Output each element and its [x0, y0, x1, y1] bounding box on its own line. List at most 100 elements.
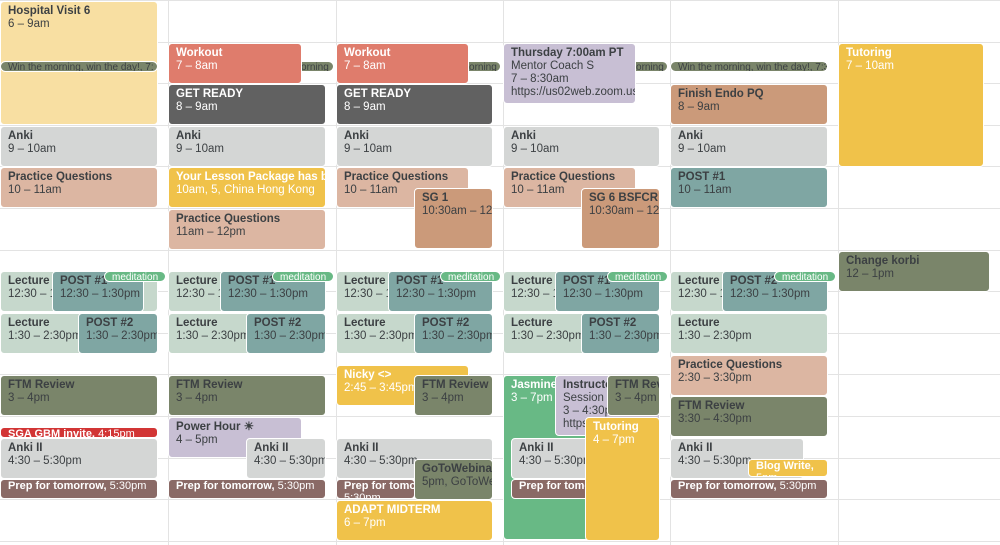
hour-gridline: [0, 83, 1000, 84]
calendar-event[interactable]: Lecture 1:30 – 2:30pm: [670, 313, 828, 354]
event-time: 10:30am – 12p: [589, 205, 660, 217]
event-title: Practice Questions: [678, 359, 783, 371]
event-time: 3 – 4pm: [176, 392, 218, 404]
event-time: 4:30 – 5:30pm: [519, 455, 593, 467]
event-time: 1:30 – 2:30pm: [511, 330, 585, 342]
event-time: 12:30 – 1:30pm: [396, 288, 476, 300]
calendar-event[interactable]: POST #2 1:30 – 2:30pm: [78, 313, 158, 354]
calendar-event[interactable]: GET READY 8 – 9am: [168, 84, 326, 125]
calendar-event[interactable]: Anki 9 – 10am: [670, 126, 828, 167]
calendar-event[interactable]: Tutoring 4 – 7pm: [585, 417, 660, 541]
event-time: 6 – 7pm: [344, 517, 386, 529]
event-title: Tutoring: [593, 421, 639, 433]
event-title: Instructor: [563, 379, 617, 391]
hour-gridline: [0, 42, 1000, 43]
calendar-event[interactable]: Finish Endo PQ 8 – 9am: [670, 84, 828, 125]
calendar-event[interactable]: SG 1 10:30am – 12p: [414, 188, 493, 249]
event-time: 2:45 – 3:45pm: [344, 382, 418, 394]
calendar-event[interactable]: meditation: [774, 271, 836, 282]
event-title: Anki: [678, 130, 703, 142]
calendar-event[interactable]: FTM Review 3 – 4pm: [168, 375, 326, 416]
event-time: 5pm, GoToWeb: [422, 476, 492, 488]
event-time: 1:30 – 2:30pm: [254, 330, 326, 342]
calendar-event[interactable]: Anki 9 – 10am: [503, 126, 660, 167]
calendar-event[interactable]: Prep for tomorrow, 5:30pm: [168, 479, 326, 499]
calendar-event[interactable]: Win the morning, win the day!, 7:: [0, 61, 158, 72]
calendar-event[interactable]: Prep for tomorrow, 5:30pm: [670, 479, 828, 499]
event-time: 4 – 7pm: [593, 434, 635, 446]
event-time: 3 – 4pm: [615, 392, 657, 404]
event-title: Practice Questions: [176, 213, 281, 225]
calendar-event[interactable]: GoToWebinar -5pm, GoToWeb: [414, 459, 493, 500]
calendar-event[interactable]: Your Lesson Package has been10am, 5, Chi…: [168, 167, 326, 208]
calendar-event[interactable]: POST #1 10 – 11am: [670, 167, 828, 208]
event-time: 12:30 – 1:30pm: [730, 288, 810, 300]
event-title: Prep for tomorrow,: [344, 480, 415, 492]
calendar-event[interactable]: SGA GBM invite, 4:15pm: [0, 427, 158, 438]
calendar-event[interactable]: Win the morning, win the day!, 7:3: [670, 61, 828, 72]
event-title: POST #1: [678, 171, 726, 183]
hour-gridline: [0, 291, 1000, 292]
calendar-event[interactable]: Anki II 4:30 – 5:30pm: [0, 438, 158, 479]
calendar-event[interactable]: Blog Write, 5pm: [748, 459, 828, 477]
event-time: 6 – 9am: [8, 18, 50, 30]
calendar-event[interactable]: FTM Revi3 – 4pm: [607, 375, 660, 416]
calendar-event[interactable]: meditation: [607, 271, 668, 282]
calendar-event[interactable]: Change korbi 12 – 1pm: [838, 251, 990, 292]
event-title: meditation: [615, 272, 662, 282]
calendar-event[interactable]: Practice Questions 11am – 12pm: [168, 209, 326, 250]
calendar-event[interactable]: SG 6 BSFCR 10:30am – 12p: [581, 188, 660, 249]
calendar-event[interactable]: FTM Review 3 – 4pm: [414, 375, 493, 416]
event-time: 9 – 10am: [344, 143, 392, 155]
calendar-event[interactable]: Anki 9 – 10am: [168, 126, 326, 167]
hour-gridline: [0, 208, 1000, 209]
calendar-event[interactable]: Prep for tomorrow, 5:30pm: [336, 479, 415, 499]
calendar-event[interactable]: FTM Review 3 – 4pm: [0, 375, 158, 416]
event-title: FTM Review: [678, 400, 745, 412]
calendar-event[interactable]: Anki II 4:30 – 5:30pm: [246, 438, 326, 479]
calendar-event[interactable]: POST #2 1:30 – 2:30pm: [581, 313, 660, 354]
calendar-event[interactable]: GET READY 8 – 9am: [336, 84, 493, 125]
event-title: FTM Review: [8, 379, 75, 391]
calendar-event[interactable]: meditation: [440, 271, 501, 282]
calendar-event[interactable]: Workout 7 – 8am: [168, 43, 302, 84]
calendar-event[interactable]: Anki 9 – 10am: [0, 126, 158, 167]
calendar-event[interactable]: POST #2 1:30 – 2:30pm: [414, 313, 493, 354]
event-title: meditation: [782, 272, 829, 282]
calendar-event[interactable]: Practice Questions 10 – 11am: [0, 167, 158, 208]
event-time: 4:30 – 5:30pm: [254, 455, 326, 467]
hour-gridline: [0, 416, 1000, 417]
calendar-event[interactable]: Anki 9 – 10am: [336, 126, 493, 167]
event-time: 3:30 – 4:30pm: [678, 413, 752, 425]
event-time: 10am, 5, China Hong Kong: [176, 184, 315, 196]
event-time: 8 – 9am: [678, 101, 720, 113]
event-title: POST #2: [422, 317, 470, 329]
event-time: Mentor Coach S: [511, 60, 595, 72]
event-title: Prep for tomo: [519, 480, 592, 492]
event-title: Lecture: [344, 317, 386, 329]
event-time: 3 – 4pm: [422, 392, 464, 404]
hour-gridline: [0, 374, 1000, 375]
event-time: 10 – 11am: [344, 184, 398, 196]
calendar-event[interactable]: meditation: [104, 271, 166, 282]
event-time: 1:30 – 2:30pm: [589, 330, 660, 342]
hour-gridline: [0, 250, 1000, 251]
event-time: 11am – 12pm: [176, 226, 246, 238]
event-title: Change korbi: [846, 255, 920, 267]
event-time: 12:30 – 1:30pm: [228, 288, 308, 300]
event-title: Prep for tomorrow,: [8, 480, 107, 492]
calendar-event[interactable]: Tutoring 7 – 10am: [838, 43, 984, 167]
event-title: POST #2: [730, 275, 778, 287]
event-title: meditation: [448, 272, 495, 282]
calendar-event[interactable]: POST #2 1:30 – 2:30pm: [246, 313, 326, 354]
hour-gridline: [0, 166, 1000, 167]
calendar-event[interactable]: ADAPT MIDTERM 6 – 7pm: [336, 500, 493, 541]
event-title: ADAPT MIDTERM: [344, 504, 441, 516]
calendar-event[interactable]: meditation: [272, 271, 334, 282]
calendar-event[interactable]: FTM Review 3:30 – 4:30pm: [670, 396, 828, 437]
calendar-event[interactable]: Practice Questions 2:30 – 3:30pm: [670, 355, 828, 396]
calendar-event[interactable]: Workout 7 – 8am: [336, 43, 469, 84]
calendar-event[interactable]: Prep for tomorrow, 5:30pm: [0, 479, 158, 499]
